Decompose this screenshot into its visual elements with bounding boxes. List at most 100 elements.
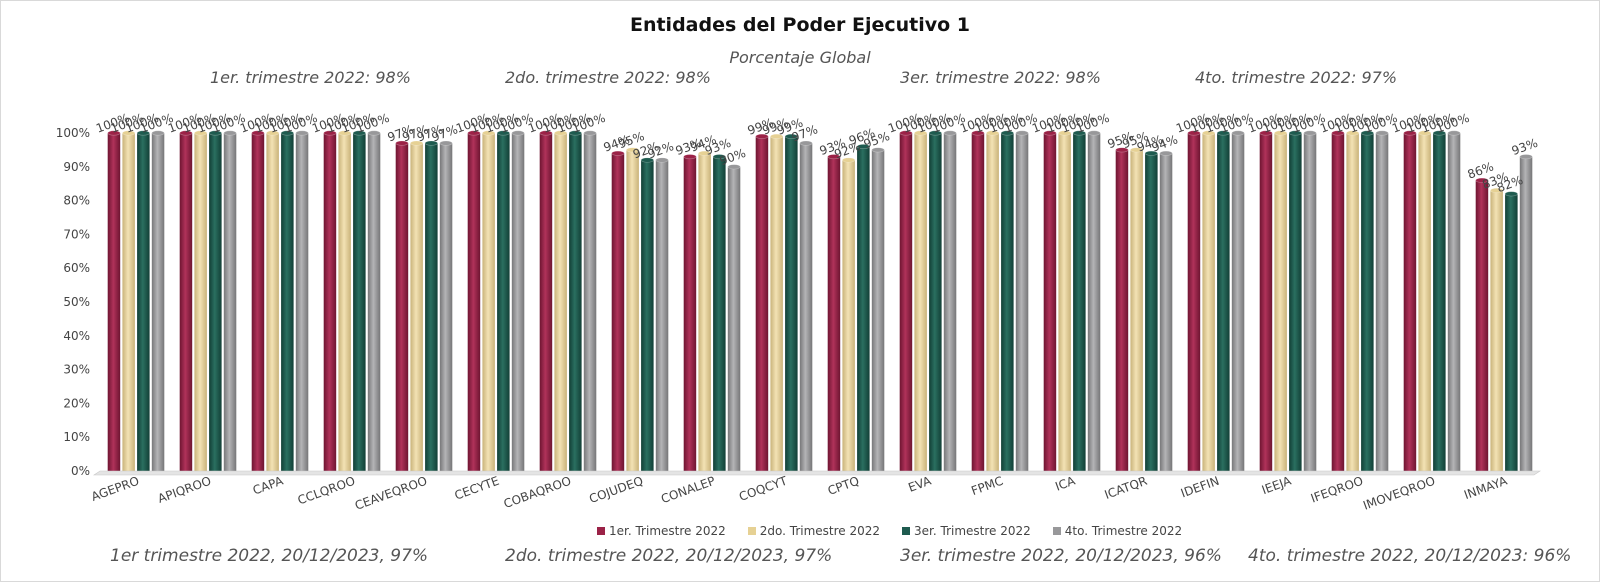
- bar: [367, 133, 381, 471]
- bar-cap: [439, 140, 453, 146]
- bar: [1145, 153, 1158, 471]
- x-tick-label: INMAYA: [1462, 473, 1510, 502]
- bar-cap: [712, 154, 726, 160]
- bar-cap: [1504, 191, 1518, 197]
- bar: [569, 133, 582, 471]
- bar-cap: [1418, 130, 1432, 136]
- x-tick-label: CPTQ: [826, 474, 861, 498]
- bar-cap: [122, 130, 136, 136]
- bar: [338, 133, 351, 471]
- bar: [1087, 133, 1101, 471]
- bar: [1073, 133, 1086, 471]
- bar: [641, 160, 654, 472]
- bar-cap: [655, 157, 669, 163]
- bar-cap: [295, 130, 309, 136]
- bar: [1490, 190, 1503, 471]
- bar-cap: [1447, 130, 1461, 136]
- legend: 1er. Trimestre 2022 2do. Trimestre 2022 …: [597, 524, 1182, 538]
- chart-subtitle: Porcentaje Global: [729, 48, 871, 67]
- bar-cap: [1432, 130, 1446, 136]
- annotation-top-q4: 4to. trimestre 2022: 97%: [1195, 68, 1398, 87]
- bar-cap: [640, 157, 654, 163]
- bar-cap: [424, 140, 438, 146]
- bar: [785, 136, 798, 471]
- bar-cap: [280, 130, 294, 136]
- bar-cap: [1072, 130, 1086, 136]
- bar: [1447, 133, 1461, 471]
- bar: [1202, 133, 1215, 471]
- bar: [971, 133, 985, 471]
- bar-cap: [1216, 130, 1230, 136]
- bar: [611, 153, 625, 471]
- bar: [1361, 133, 1374, 471]
- bar: [799, 143, 813, 471]
- x-tick-label: CECYTE: [453, 474, 501, 503]
- x-tick-label: APIQROO: [156, 474, 213, 506]
- x-tick-label: COJUDEQ: [587, 474, 645, 506]
- bar: [871, 149, 885, 471]
- bar: [281, 133, 294, 471]
- bar: [1043, 133, 1057, 471]
- x-tick-label: IDEFIN: [1179, 474, 1221, 501]
- y-tick-label: 20%: [63, 396, 90, 410]
- annotation-top-q2: 2do. trimestre 2022: 98%: [505, 68, 711, 87]
- y-tick-label: 80%: [63, 194, 90, 208]
- x-tick-label: EVA: [906, 473, 933, 494]
- legend-item-q2: 2do. Trimestre 2022: [747, 524, 881, 538]
- bar: [151, 133, 165, 471]
- bar-cap: [1058, 130, 1072, 136]
- bar-cap: [1015, 130, 1029, 136]
- bar: [583, 133, 597, 471]
- bar-cap: [1159, 150, 1173, 156]
- bar-cap: [1259, 130, 1273, 136]
- bar: [1475, 180, 1489, 471]
- bar-cap: [971, 130, 985, 136]
- bar: [539, 133, 553, 471]
- bar-cap: [928, 130, 942, 136]
- bar: [1403, 133, 1417, 471]
- x-tick-label: CCLQROO: [296, 474, 357, 508]
- bar: [266, 133, 279, 471]
- x-tick-label: CAPA: [251, 473, 286, 497]
- bar-cap: [770, 133, 784, 139]
- bar-cap: [1490, 187, 1504, 193]
- bar: [1130, 149, 1143, 471]
- bar-cap: [251, 130, 265, 136]
- bar-cap: [1274, 130, 1288, 136]
- bar-cap: [698, 150, 712, 156]
- bar: [755, 136, 769, 471]
- bar-cap: [194, 130, 208, 136]
- bar: [914, 133, 927, 471]
- bar-cap: [1475, 177, 1489, 183]
- bar-cap: [1087, 130, 1101, 136]
- bar: [1015, 133, 1029, 471]
- y-tick-label: 70%: [63, 227, 90, 241]
- bar-cap: [136, 130, 150, 136]
- annotation-bottom-q3: 3er. trimestre 2022, 20/12/2023, 96%: [900, 546, 1222, 566]
- bar: [439, 143, 453, 471]
- bar-cap: [1043, 130, 1057, 136]
- bar-cap: [1202, 130, 1216, 136]
- bar: [1274, 133, 1287, 471]
- legend-swatch: [597, 527, 605, 535]
- x-tick-label: ICA: [1053, 473, 1077, 493]
- bar-cap: [179, 130, 193, 136]
- bar-cap: [539, 130, 553, 136]
- bar: [857, 146, 870, 471]
- bar: [713, 156, 726, 471]
- legend-label: 2do. Trimestre 2022: [759, 524, 881, 538]
- bar: [1289, 133, 1302, 471]
- bar: [353, 133, 366, 471]
- annotation-bottom-q4: 4to. trimestre 2022, 20/12/2023: 96%: [1248, 546, 1572, 566]
- bar-cap: [827, 154, 841, 160]
- bar: [1375, 133, 1389, 471]
- bar: [511, 133, 525, 471]
- bar-cap: [856, 144, 870, 150]
- bar: [1001, 133, 1014, 471]
- bar-cap: [871, 147, 885, 153]
- bar: [1231, 133, 1245, 471]
- bar: [698, 153, 711, 471]
- bar-cap: [986, 130, 1000, 136]
